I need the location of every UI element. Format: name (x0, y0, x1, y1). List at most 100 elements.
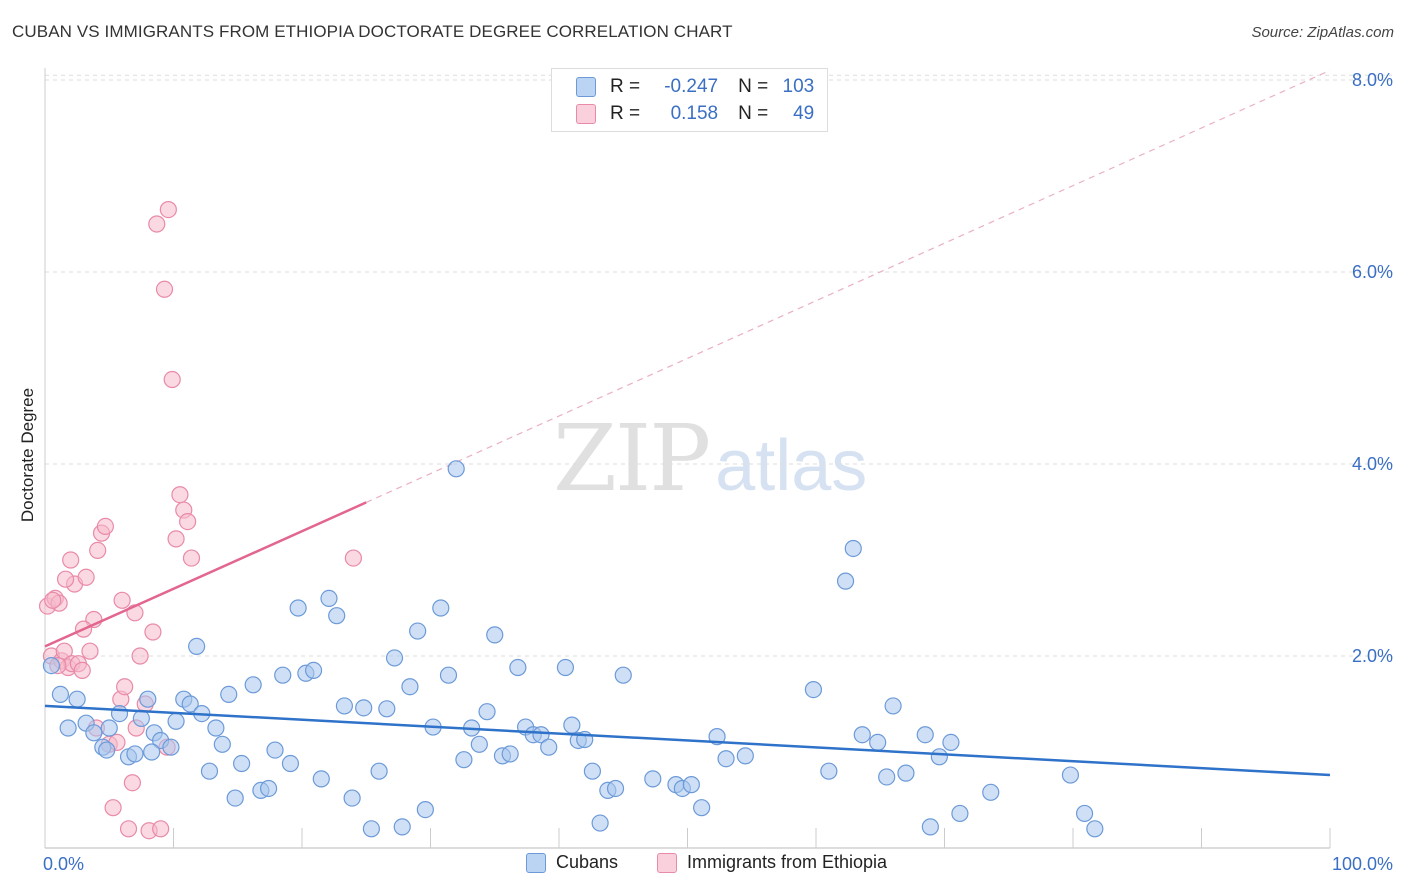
data-point-cubans (274, 666, 292, 684)
data-point-cubans (100, 719, 118, 737)
data-point-cubans (982, 783, 1000, 801)
data-point-cubans (233, 754, 251, 773)
data-point-ethiopia (119, 820, 138, 838)
data-point-cubans (59, 719, 77, 737)
data-point-cubans (132, 709, 150, 728)
data-point-cubans (614, 666, 632, 684)
data-point-cubans (930, 748, 948, 766)
data-point-cubans (220, 685, 238, 704)
legend-n-value: 49 (793, 103, 815, 124)
data-point-cubans (556, 658, 575, 677)
data-point-cubans (916, 726, 934, 744)
data-point-ethiopia (344, 549, 362, 567)
data-point-cubans (42, 656, 61, 675)
data-point-cubans (644, 770, 662, 788)
data-point-cubans (289, 599, 307, 617)
data-point-cubans (139, 690, 157, 708)
data-point-cubans (591, 814, 609, 832)
data-point-cubans (207, 719, 225, 737)
data-point-cubans (355, 699, 373, 717)
data-point-cubans (532, 726, 550, 744)
legend-item-ethiopia[interactable]: Immigrants from Ethiopia (657, 852, 887, 873)
data-point-cubans (85, 724, 103, 742)
data-point-ethiopia (155, 280, 174, 298)
data-point-cubans (51, 685, 70, 704)
data-point-cubans (844, 539, 862, 558)
data-point-ethiopia (144, 623, 162, 641)
data-point-cubans (820, 762, 838, 780)
data-point-cubans (266, 741, 284, 759)
data-point-ethiopia (104, 799, 122, 817)
data-point-cubans (188, 637, 206, 656)
data-point-cubans (378, 700, 396, 718)
data-point-cubans (213, 735, 231, 753)
data-point-ethiopia (131, 647, 149, 665)
data-point-cubans (416, 800, 434, 819)
legend-item-cubans[interactable]: Cubans (526, 852, 618, 873)
legend-r-label: R = (610, 103, 641, 124)
legend-r-value: -0.247 (664, 76, 719, 97)
data-point-cubans (162, 738, 180, 756)
data-point-cubans (393, 818, 411, 836)
data-point-cubans (281, 754, 300, 773)
data-point-ethiopia (113, 591, 131, 609)
data-point-cubans (200, 762, 219, 780)
data-point-cubans (244, 676, 262, 694)
data-point-cubans (335, 697, 354, 715)
data-point-cubans (439, 666, 458, 684)
data-point-cubans (693, 799, 711, 817)
data-point-ethiopia (77, 568, 95, 586)
data-point-cubans (583, 762, 602, 780)
data-point-cubans (98, 741, 116, 759)
data-point-ethiopia (171, 486, 189, 504)
data-point-cubans (470, 735, 488, 753)
legend-n-label: N = (738, 76, 769, 97)
data-point-cubans (1075, 804, 1094, 823)
data-point-cubans (409, 622, 427, 640)
legend-row-cubans: R = -0.247 N = 103 (576, 75, 814, 99)
data-point-ethiopia (152, 820, 170, 838)
data-point-ethiopia (148, 215, 166, 233)
y-tick-label: 2.0% (1352, 646, 1393, 666)
data-point-cubans (878, 768, 896, 786)
data-point-cubans (486, 626, 504, 644)
data-point-cubans (320, 589, 338, 608)
data-point-cubans (181, 695, 199, 713)
data-point-cubans (68, 690, 86, 708)
legend-r-label: R = (610, 76, 641, 97)
data-point-ethiopia (167, 530, 185, 548)
data-point-cubans (869, 733, 887, 752)
y-tick-label: 4.0% (1352, 454, 1393, 474)
series-legend: Cubans Immigrants from Ethiopia (0, 852, 1406, 878)
legend-label-ethiopia: Immigrants from Ethiopia (687, 852, 888, 872)
data-point-cubans (370, 762, 388, 780)
data-point-ethiopia (179, 512, 197, 531)
data-point-cubans (126, 745, 144, 763)
data-point-cubans (167, 712, 185, 730)
data-point-ethiopia (81, 642, 99, 660)
data-point-ethiopia (96, 517, 114, 536)
data-point-cubans (853, 726, 871, 744)
data-point-cubans (951, 804, 969, 823)
data-point-cubans (884, 697, 902, 715)
y-tick-label: 6.0% (1352, 262, 1393, 282)
data-point-cubans (226, 789, 244, 807)
data-point-cubans (304, 661, 323, 680)
data-point-cubans (259, 779, 278, 798)
data-point-ethiopia (159, 201, 177, 219)
data-point-cubans (804, 680, 823, 699)
legend-n-value: 103 (782, 76, 815, 97)
legend-swatch-pink (576, 104, 596, 124)
trend-extension-ethiopia (366, 69, 1331, 503)
x-tick-label: 100.0% (1332, 854, 1393, 874)
legend-r-value: 0.158 (670, 103, 719, 124)
data-point-ethiopia (163, 370, 181, 389)
data-point-cubans (401, 678, 419, 696)
data-point-ethiopia (116, 678, 134, 696)
data-point-cubans (455, 751, 473, 769)
chart-title: CUBAN VS IMMIGRANTS FROM ETHIOPIA DOCTOR… (12, 22, 733, 41)
data-point-cubans (921, 818, 939, 836)
data-point-cubans (110, 704, 129, 723)
data-point-cubans (432, 599, 450, 617)
trend-line-cubans (44, 704, 1331, 777)
